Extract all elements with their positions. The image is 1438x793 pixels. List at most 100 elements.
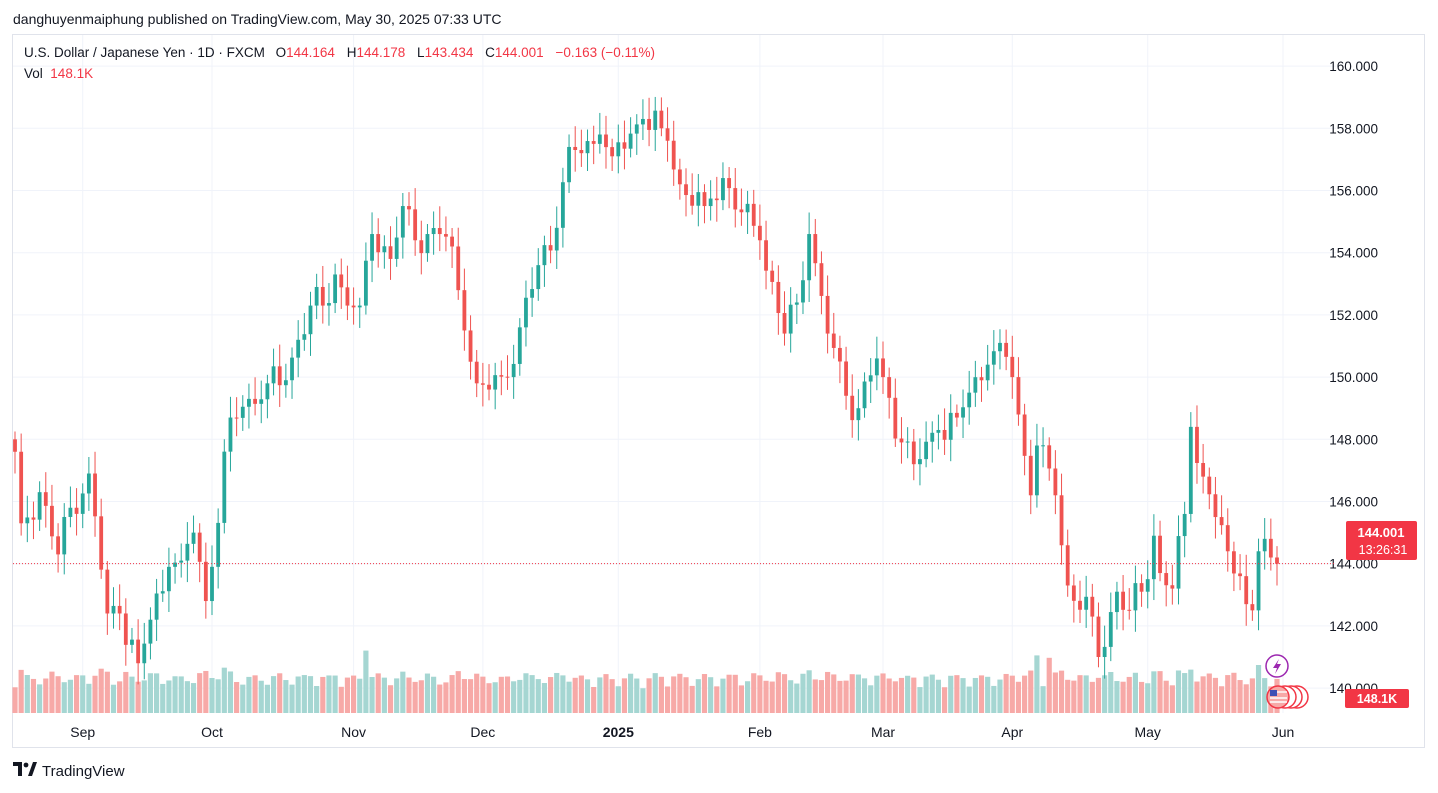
y-tick-label: 148.000 bbox=[1329, 432, 1378, 447]
candle-body bbox=[511, 363, 516, 378]
candle-body bbox=[450, 236, 454, 247]
x-tick-label: Dec bbox=[470, 724, 495, 740]
candle-body bbox=[179, 560, 184, 563]
candle-body bbox=[825, 295, 830, 334]
volume-bar bbox=[1200, 676, 1206, 713]
volume-bar bbox=[467, 679, 474, 713]
candle-body bbox=[653, 110, 658, 130]
volume-bar bbox=[547, 677, 554, 713]
candle-body bbox=[998, 342, 1002, 352]
volume-bar bbox=[628, 673, 634, 713]
candle-body bbox=[616, 142, 621, 157]
volume-bar bbox=[695, 679, 701, 713]
volume-bar bbox=[406, 677, 412, 713]
volume-bar bbox=[160, 683, 166, 713]
volume-bars bbox=[12, 650, 1280, 713]
candle-body bbox=[296, 339, 301, 358]
candle-body bbox=[721, 178, 725, 201]
volume-bar bbox=[295, 676, 301, 713]
candle-body bbox=[173, 562, 177, 567]
volume-bar bbox=[677, 673, 683, 713]
y-tick-label: 146.000 bbox=[1329, 495, 1378, 510]
volume-bar bbox=[190, 683, 197, 713]
volume-bar bbox=[147, 673, 154, 713]
volume-bar bbox=[621, 678, 628, 713]
volume-bar bbox=[757, 675, 763, 713]
volume-badge-value: 148.1K bbox=[1357, 692, 1397, 706]
candle-body bbox=[487, 384, 491, 390]
candle-body bbox=[794, 302, 799, 305]
us-flag-event-icon[interactable] bbox=[1266, 685, 1309, 709]
candle-body bbox=[770, 270, 775, 282]
volume-bar bbox=[868, 685, 874, 713]
candle-body bbox=[1145, 579, 1150, 592]
footer-brand[interactable]: TradingView bbox=[13, 762, 125, 780]
candle-body bbox=[25, 517, 30, 524]
symbol-title[interactable]: U.S. Dollar / Japanese Yen · 1D · FXCM bbox=[24, 45, 265, 60]
volume-bar bbox=[634, 678, 640, 713]
volume-bar bbox=[80, 675, 86, 713]
candle-body bbox=[111, 605, 116, 614]
candle-body bbox=[936, 429, 941, 433]
chart-frame[interactable] bbox=[12, 34, 1425, 748]
volume-bar bbox=[664, 686, 671, 713]
volume-bar bbox=[424, 673, 431, 713]
volume-bar bbox=[738, 685, 745, 713]
y-tick-label: 154.000 bbox=[1329, 246, 1378, 261]
high-key: H bbox=[346, 45, 357, 60]
candle-body bbox=[807, 234, 812, 281]
volume-bar bbox=[1015, 681, 1022, 713]
lightning-icon[interactable] bbox=[1265, 654, 1289, 678]
candle-body bbox=[253, 398, 257, 404]
candle-body bbox=[881, 358, 885, 378]
candle-body bbox=[942, 429, 947, 440]
candle-body bbox=[302, 334, 307, 340]
candle-body bbox=[1121, 591, 1126, 610]
volume-bar bbox=[141, 680, 147, 713]
volume-bar bbox=[86, 683, 92, 713]
candle-body bbox=[708, 198, 713, 207]
candle-body bbox=[117, 605, 122, 614]
candle-body bbox=[819, 263, 824, 296]
volume-bar bbox=[578, 675, 584, 713]
candle-body bbox=[665, 128, 670, 141]
volume-bar bbox=[357, 678, 363, 713]
candle-body bbox=[413, 209, 418, 241]
volume-bar bbox=[603, 674, 609, 713]
candle-body bbox=[899, 438, 904, 443]
candle-body bbox=[1195, 426, 1199, 464]
candle-body bbox=[647, 118, 651, 130]
volume-bar bbox=[560, 675, 566, 713]
volume-bar bbox=[541, 682, 548, 713]
volume-bar bbox=[480, 676, 486, 713]
candle-body bbox=[160, 591, 165, 594]
volume-bar bbox=[1034, 655, 1040, 713]
volume-bar bbox=[781, 674, 788, 713]
candle-body bbox=[80, 493, 85, 514]
y-tick-label: 156.000 bbox=[1329, 184, 1378, 199]
price-badge-value: 144.001 bbox=[1358, 525, 1405, 540]
candle-body bbox=[99, 516, 104, 570]
candle-body bbox=[548, 245, 553, 251]
volume-bar bbox=[714, 686, 720, 713]
volume-bar bbox=[49, 671, 55, 713]
volume-bar bbox=[788, 680, 794, 713]
volume-bar bbox=[726, 674, 732, 713]
candle-body bbox=[1035, 445, 1039, 496]
candle-body bbox=[493, 375, 498, 390]
volume-bar bbox=[658, 676, 664, 713]
tradingview-logo-icon bbox=[13, 762, 37, 780]
volume-bar bbox=[523, 673, 529, 713]
candle-body bbox=[419, 240, 424, 254]
candle-body bbox=[696, 192, 701, 206]
volume-bar bbox=[443, 682, 449, 713]
volume-bar bbox=[43, 678, 49, 713]
candle-body bbox=[333, 274, 338, 304]
volume-bar bbox=[37, 684, 43, 713]
candle-body bbox=[954, 412, 959, 418]
close-value: 144.001 bbox=[494, 45, 544, 60]
candle-body bbox=[862, 381, 867, 409]
x-tick-label: 2025 bbox=[603, 724, 634, 740]
candle-body bbox=[727, 178, 732, 189]
